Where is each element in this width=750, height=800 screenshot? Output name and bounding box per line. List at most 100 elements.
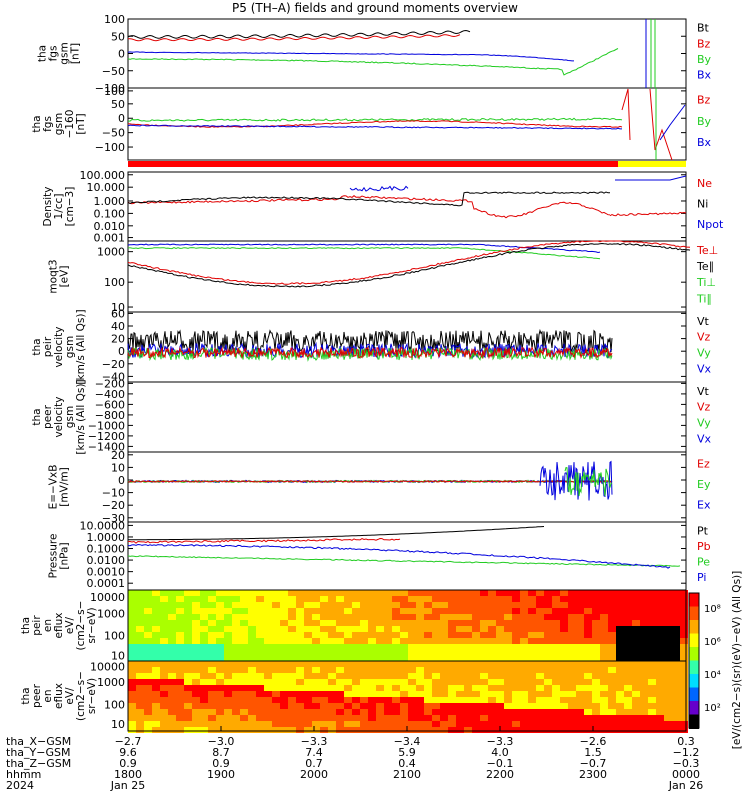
legend-pe: Pe — [697, 555, 710, 568]
series-bz-spike — [621, 88, 631, 141]
xtick-label-row3: 1800 — [114, 768, 142, 781]
ytick-label: 60 — [111, 307, 125, 320]
ylabel-line: moqt3 — [48, 259, 60, 293]
series-bz-end — [649, 88, 673, 161]
legend-pi: Pi — [697, 571, 706, 584]
ytick-label: 0.1000 — [87, 543, 126, 556]
series-vt — [127, 328, 613, 354]
ytick-label: −50 — [102, 65, 125, 78]
colorbar-cell — [689, 633, 699, 648]
ylabel-line: gsm — [64, 336, 76, 358]
xtick-label-row1: 7.4 — [305, 746, 323, 759]
ylabel-line: (cm2−s− — [75, 601, 87, 651]
ytick-label: −20 — [102, 499, 125, 512]
ytick-label: −40 — [102, 370, 125, 383]
xtick-label-row1: 8.7 — [212, 746, 230, 759]
ytick-label: 0.0010 — [87, 566, 126, 579]
series-pi — [127, 543, 671, 569]
series-vz — [127, 346, 613, 360]
xtick-label-row2: −0.7 — [580, 757, 607, 770]
legend-bz: Bz — [697, 37, 711, 50]
ylabel-line: eV/ — [64, 616, 76, 634]
colorbar-cell — [689, 620, 699, 635]
colorbar-cell — [689, 687, 699, 702]
colorbar-cell — [689, 674, 699, 689]
ylabel-line: sr−eV) — [86, 678, 98, 714]
legend-vt: Vt — [697, 315, 710, 328]
xtick-label-row2: 0.9 — [119, 757, 137, 770]
xtick-label-row3: 2100 — [393, 768, 421, 781]
ylabel-line: tha — [37, 45, 49, 62]
xtick-label-row0: −3.3 — [487, 735, 514, 748]
ytick-label: 10 — [111, 649, 125, 662]
colorbar-tick: 10⁴ — [704, 670, 721, 681]
ytick-label: −50 — [102, 127, 125, 140]
series-ez — [127, 479, 613, 483]
ytick-label: 40 — [111, 320, 125, 333]
legend-te∥: Te∥ — [696, 260, 714, 273]
ytick-label: 1000 — [97, 246, 125, 259]
xaxis-row-label: 2024 — [6, 779, 34, 792]
ylabel-line: eflux — [53, 613, 65, 639]
legend-bz: Bz — [697, 94, 711, 107]
ylabel-line: peer — [31, 683, 43, 708]
xtick-label-row2: 0.9 — [212, 757, 230, 770]
series-bz — [127, 34, 461, 42]
legend-ni: Ni — [697, 197, 708, 210]
ytick-label: 10 — [111, 461, 125, 474]
xtick-label-row1: −1.2 — [673, 746, 700, 759]
ylabel-line: fgs — [42, 116, 54, 132]
colorbar-cell — [689, 714, 699, 729]
legend-by: By — [697, 115, 712, 128]
ylabel-line: eflux — [53, 683, 65, 709]
mode-bar-yellow — [618, 161, 686, 167]
ytick-label: 1.0000 — [87, 531, 126, 544]
ytick-label: 100 — [104, 629, 125, 642]
colorbar-label: [eV/(cm2−s)(sr)(eV)−eV) (All Qs)] — [731, 571, 743, 750]
ytick-label: 0.010 — [94, 220, 126, 233]
series-ne-end — [609, 211, 687, 217]
legend-vx: Vx — [697, 362, 712, 375]
ylabel-line: gsm — [53, 113, 65, 135]
series-vy — [127, 346, 613, 362]
ylabel-line: [nT] — [75, 113, 87, 134]
panel-frame-temp — [127, 240, 687, 313]
xtick-label-row0: −2.7 — [115, 735, 142, 748]
ylabel-line: peer — [42, 404, 54, 429]
ylabel-line: peir — [42, 336, 54, 357]
ytick-label: 0.0001 — [87, 577, 126, 590]
xtick-label-row2: 0.7 — [305, 757, 323, 770]
ytick-label: 100 — [104, 276, 125, 289]
ytick-label: 100 — [104, 698, 125, 711]
ylabel-line: [mV/m] — [59, 467, 71, 506]
ylabel-line: E=−VxB — [48, 465, 60, 510]
colorbar-tick: 10² — [704, 703, 721, 714]
ytick-label: −20 — [102, 358, 125, 371]
series-pb — [128, 537, 401, 544]
ytick-label: −100 — [95, 82, 125, 95]
ytick-label: 10.000 — [87, 181, 126, 194]
legend-vy: Vy — [697, 347, 711, 360]
xtick-label-row3: 2300 — [579, 768, 607, 781]
ylabel-line: fgs — [48, 46, 60, 62]
series-te-perp — [127, 240, 691, 285]
series-ti-par — [127, 247, 601, 260]
xtick-label-row1: 9.6 — [119, 746, 137, 759]
xtick-label-row2: −0.1 — [487, 757, 514, 770]
ytick-label: −1400 — [88, 440, 125, 453]
plot-title: P5 (TH–A) fields and ground moments over… — [232, 1, 518, 15]
ytick-label: 0 — [118, 48, 125, 61]
legend-vx: Vx — [697, 432, 712, 445]
legend-vt: Vt — [697, 385, 710, 398]
xtick-label-row0: −3.0 — [208, 735, 235, 748]
ytick-label: 10 — [111, 718, 125, 731]
legend-vy: Vy — [697, 417, 711, 430]
xtick-label-row0: −3.4 — [394, 735, 421, 748]
ylabel-line: eV/ — [64, 687, 76, 705]
ytick-label: −10 — [102, 487, 125, 500]
ytick-label: 10000 — [90, 591, 125, 604]
ytick-label: 20 — [111, 333, 125, 346]
legend-te⊥: Te⊥ — [696, 244, 718, 257]
colorbar-cell — [689, 593, 699, 608]
series-ne — [127, 195, 611, 219]
